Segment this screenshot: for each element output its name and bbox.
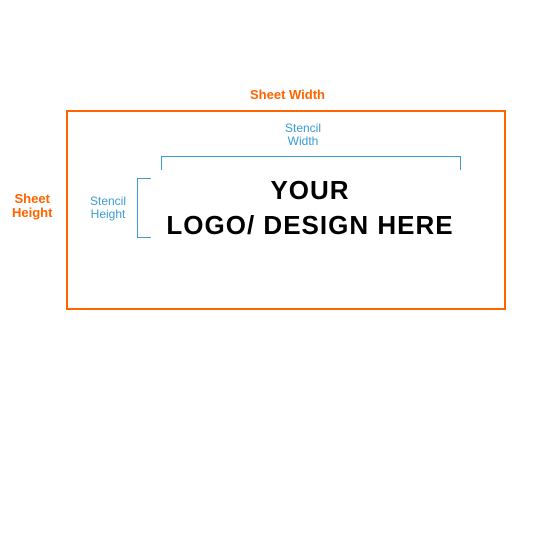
bracket-line [161,156,461,157]
bracket-tick [460,156,461,170]
bracket-tick [137,178,151,179]
diagram-canvas: Sheet Width Sheet Height Stencil Width S… [0,0,533,533]
stencil-placeholder-text: YOUR LOGO/ DESIGN HERE [150,175,470,241]
bracket-line [137,178,138,238]
stencil-height-bracket [137,178,151,238]
sheet-width-label: Sheet Width [250,88,325,102]
sheet-height-label: Sheet Height [12,192,52,221]
stencil-text-line1: YOUR [150,175,470,206]
stencil-width-bracket [161,156,461,170]
bracket-tick [161,156,162,170]
bracket-tick [137,237,151,238]
stencil-text-line2: LOGO/ DESIGN HERE [150,210,470,241]
stencil-height-label: Stencil Height [90,195,126,221]
stencil-width-label: Stencil Width [285,122,321,148]
